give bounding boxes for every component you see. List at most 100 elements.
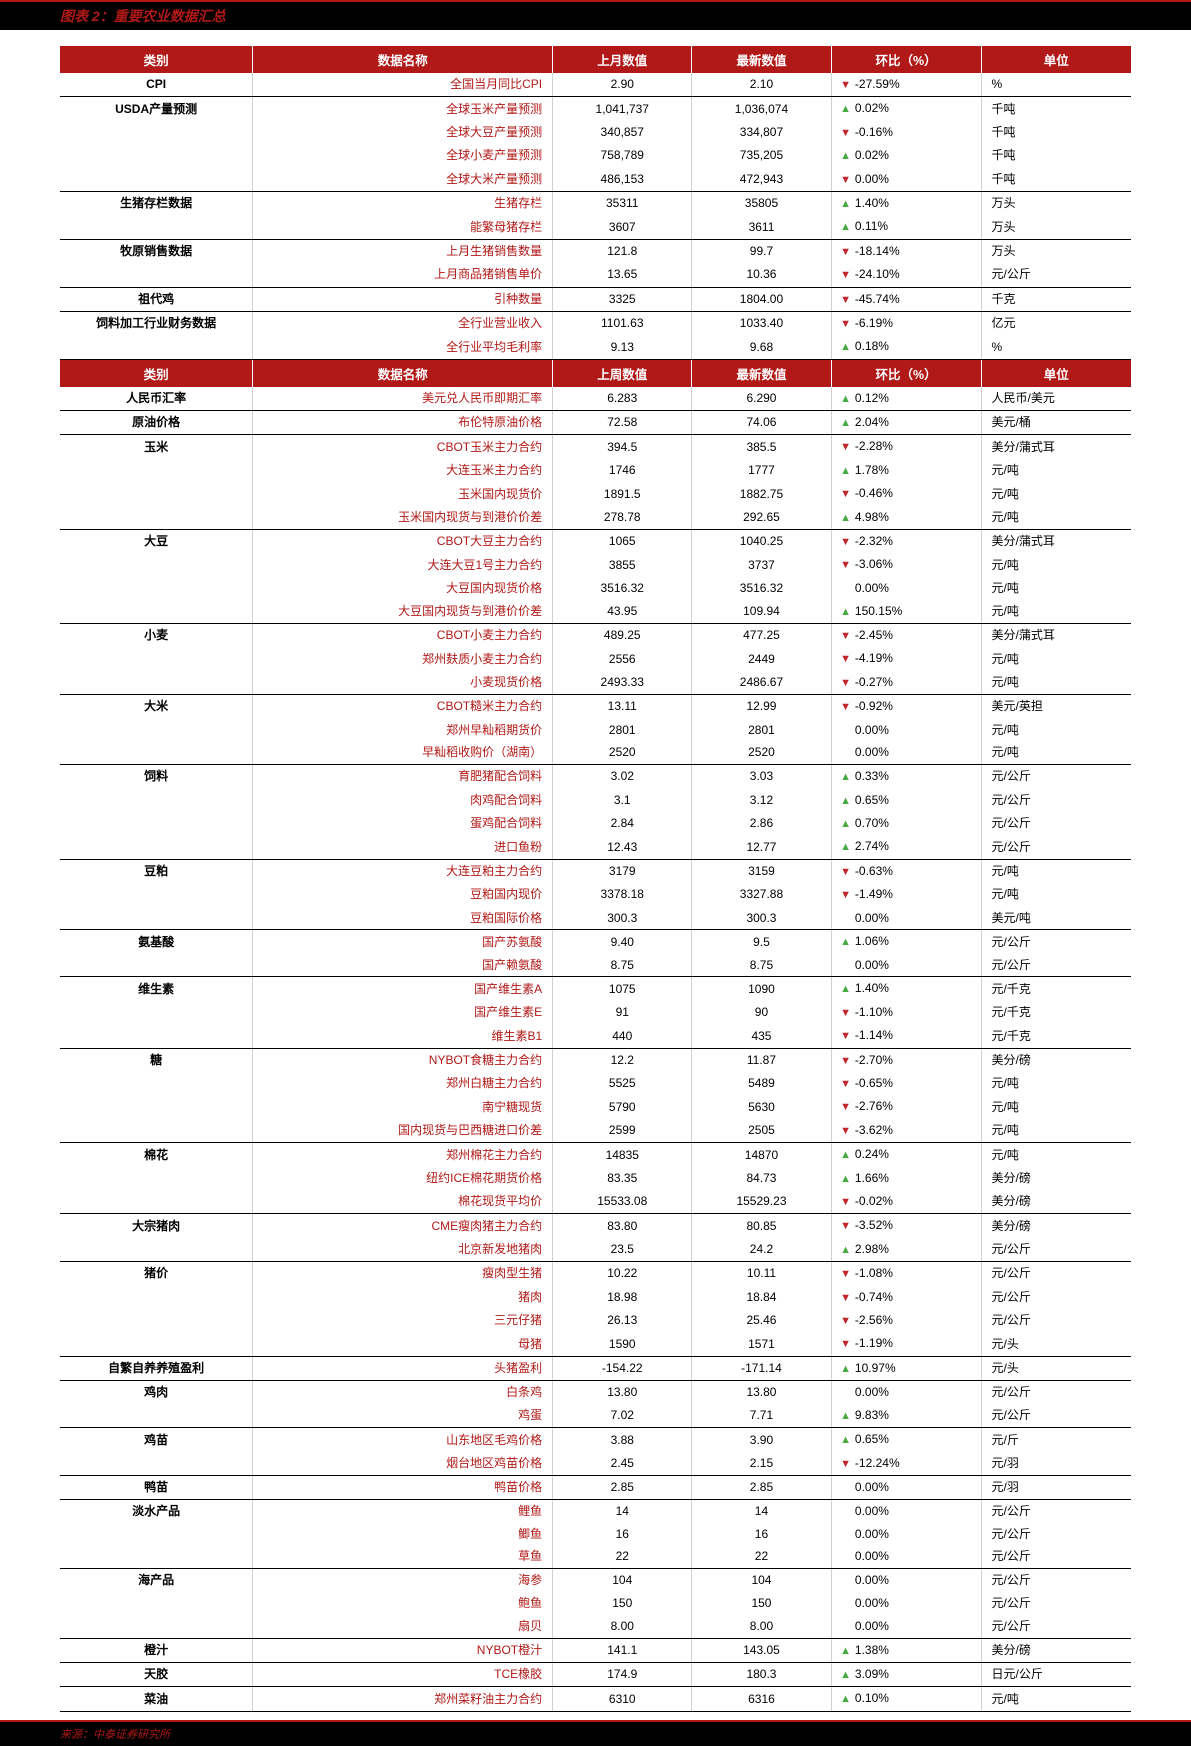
table-row: 大连玉米主力合约17461777▲ 1.78%元/吨: [60, 459, 1131, 482]
cell-data-name: 北京新发地猪肉: [253, 1238, 553, 1262]
cell-change: ▼ -45.74%: [831, 287, 981, 311]
table-row: 玉米国内现货价1891.51882.75▼ -0.46%元/吨: [60, 482, 1131, 505]
cell-prev-value: 2.84: [553, 812, 692, 835]
table-row: 大连大豆1号主力合约38553737▼ -3.06%元/吨: [60, 553, 1131, 576]
cell-prev-value: 489.25: [553, 624, 692, 648]
triangle-down-icon: ▼: [840, 652, 852, 667]
cell-unit: 千吨: [981, 121, 1131, 144]
cell-prev-value: 72.58: [553, 411, 692, 435]
table-row: 饲料加工行业财务数据全行业营业收入1101.631033.40▼ -6.19%亿…: [60, 311, 1131, 335]
cell-prev-value: 13.11: [553, 695, 692, 719]
cell-data-name: 玉米国内现货价: [253, 482, 553, 505]
cell-category: USDA产量预测: [60, 97, 253, 121]
cell-category: [60, 647, 253, 670]
triangle-down-icon: ▼: [840, 317, 852, 332]
cell-data-name: NYBOT食糖主力合约: [253, 1048, 553, 1072]
cell-prev-value: 1,041,737: [553, 97, 692, 121]
cell-prev-value: 2.90: [553, 73, 692, 97]
cell-data-name: 大连大豆1号主力合约: [253, 553, 553, 576]
cell-category: [60, 335, 253, 359]
triangle-down-icon: ▼: [840, 487, 852, 502]
triangle-down-icon: ▼: [840, 1219, 852, 1234]
cell-data-name: 肉鸡配合饲料: [253, 789, 553, 812]
cell-curr-value: 11.87: [692, 1048, 831, 1072]
cell-change: ▲ 0.11%: [831, 215, 981, 239]
cell-data-name: 生猪存栏: [253, 191, 553, 215]
table-row: 肉鸡配合饲料3.13.12▲ 0.65%元/公斤: [60, 789, 1131, 812]
cell-change: ▼ -1.14%: [831, 1024, 981, 1048]
table-row: 郑州白糖主力合约55255489▼ -0.65%元/吨: [60, 1072, 1131, 1095]
cell-data-name: 美元兑人民币即期汇率: [253, 387, 553, 411]
cell-prev-value: 5525: [553, 1072, 692, 1095]
triangle-up-icon: ▲: [840, 102, 852, 117]
cell-data-name: 草鱼: [253, 1545, 553, 1568]
cell-unit: 元/公斤: [981, 1309, 1131, 1332]
cell-unit: 万头: [981, 215, 1131, 239]
cell-unit: 元/公斤: [981, 930, 1131, 954]
table-row: 祖代鸡引种数量33251804.00▼ -45.74%千克: [60, 287, 1131, 311]
cell-curr-value: 3327.88: [692, 883, 831, 906]
cell-unit: 元/公斤: [981, 835, 1131, 859]
agri-data-table: 类别数据名称上月数值最新数值环比（%）单位 CPI全国当月同比CPI2.902.…: [60, 46, 1131, 1712]
cell-unit: 元/千克: [981, 977, 1131, 1001]
cell-prev-value: 8.75: [553, 954, 692, 977]
cell-prev-value: 1101.63: [553, 311, 692, 335]
cell-curr-value: 3516.32: [692, 577, 831, 600]
triangle-down-icon: ▼: [840, 888, 852, 903]
cell-data-name: 扇贝: [253, 1615, 553, 1638]
cell-change: ▼ -3.06%: [831, 553, 981, 576]
cell-category: 小麦: [60, 624, 253, 648]
cell-prev-value: 2801: [553, 719, 692, 742]
cell-category: [60, 506, 253, 530]
cell-unit: 元/公斤: [981, 1615, 1131, 1638]
cell-curr-value: 1040.25: [692, 530, 831, 554]
header-cell-unit: 单位: [981, 359, 1131, 387]
cell-curr-value: 16: [692, 1523, 831, 1546]
table-row: 鸡肉白条鸡13.8013.80 0.00%元/公斤: [60, 1381, 1131, 1404]
header-cell-cat: 类别: [60, 359, 253, 387]
header-cell-chg: 环比（%）: [831, 46, 981, 73]
cell-data-name: 早籼稻收购价（湖南）: [253, 741, 553, 764]
triangle-down-icon: ▼: [840, 126, 852, 141]
triangle-down-icon: ▼: [840, 1054, 852, 1069]
cell-prev-value: 22: [553, 1545, 692, 1568]
cell-category: [60, 263, 253, 287]
table-row: 鲍鱼150150 0.00%元/公斤: [60, 1592, 1131, 1615]
triangle-up-icon: ▲: [840, 220, 852, 235]
cell-category: [60, 719, 253, 742]
cell-prev-value: 26.13: [553, 1309, 692, 1332]
cell-curr-value: 99.7: [692, 239, 831, 263]
cell-change: ▼ -6.19%: [831, 311, 981, 335]
table-row: 海产品海参104104 0.00%元/公斤: [60, 1569, 1131, 1592]
cell-unit: 元/吨: [981, 482, 1131, 505]
cell-prev-value: 7.02: [553, 1404, 692, 1428]
cell-category: [60, 835, 253, 859]
cell-unit: 元/公斤: [981, 954, 1131, 977]
triangle-down-icon: ▼: [840, 1291, 852, 1306]
cell-unit: 美分/磅: [981, 1190, 1131, 1214]
cell-change: ▼ -24.10%: [831, 263, 981, 287]
cell-category: 淡水产品: [60, 1499, 253, 1522]
cell-category: [60, 907, 253, 930]
triangle-down-icon: ▼: [840, 558, 852, 573]
cell-change: ▲ 0.18%: [831, 335, 981, 359]
table-row: 能繁母猪存栏36073611▲ 0.11%万头: [60, 215, 1131, 239]
table-row: 国产维生素E9190▼ -1.10%元/千克: [60, 1001, 1131, 1024]
triangle-up-icon: ▲: [840, 1644, 852, 1659]
table-row: 氨基酸国产苏氨酸9.409.5▲ 1.06%元/公斤: [60, 930, 1131, 954]
cell-change: ▲ 0.24%: [831, 1143, 981, 1167]
cell-curr-value: 2.86: [692, 812, 831, 835]
triangle-down-icon: ▼: [840, 1077, 852, 1092]
triangle-down-icon: ▼: [840, 293, 852, 308]
table-row: 扇贝8.008.00 0.00%元/公斤: [60, 1615, 1131, 1638]
cell-curr-value: 12.77: [692, 835, 831, 859]
cell-prev-value: 2493.33: [553, 671, 692, 695]
table-row: 人民币汇率美元兑人民币即期汇率6.2836.290▲ 0.12%人民币/美元: [60, 387, 1131, 411]
cell-unit: 元/吨: [981, 459, 1131, 482]
cell-data-name: 全球大米产量预测: [253, 168, 553, 192]
cell-prev-value: 9.40: [553, 930, 692, 954]
cell-curr-value: 104: [692, 1569, 831, 1592]
cell-data-name: 瘦肉型生猪: [253, 1262, 553, 1286]
cell-change: ▼ -0.65%: [831, 1072, 981, 1095]
table-row: 烟台地区鸡苗价格2.452.15▼ -12.24%元/羽: [60, 1452, 1131, 1476]
